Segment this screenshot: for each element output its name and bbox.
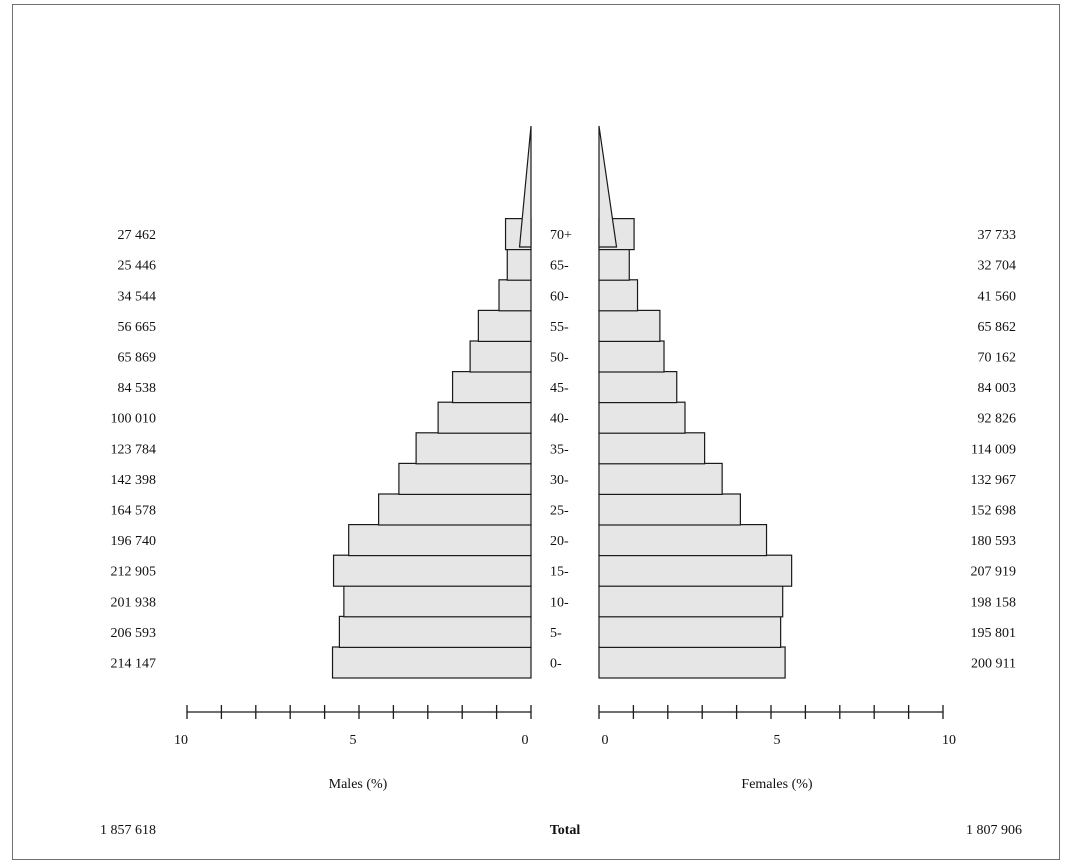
age-label-50-: 50- xyxy=(550,351,569,366)
female-count-5-: 195 801 xyxy=(971,626,1017,641)
male-count-60-: 34 544 xyxy=(118,289,157,304)
male-bar-60- xyxy=(498,279,532,312)
female-count-45-: 84 003 xyxy=(978,381,1017,396)
female-count-70+: 37 733 xyxy=(978,228,1017,243)
female-count-0-: 200 911 xyxy=(971,657,1016,672)
female-bar-5- xyxy=(598,615,782,649)
age-label-30-: 30- xyxy=(550,473,569,488)
male-count-0-: 214 147 xyxy=(111,657,157,672)
age-label-0-: 0- xyxy=(550,657,562,672)
male-count-70+: 27 462 xyxy=(118,228,157,243)
male-bar-5- xyxy=(338,615,532,649)
female-count-35-: 114 009 xyxy=(971,442,1016,457)
female-count-10-: 198 158 xyxy=(971,595,1017,610)
male-bar-10- xyxy=(343,585,532,618)
age-label-60-: 60- xyxy=(550,289,569,304)
female-count-25-: 152 698 xyxy=(971,504,1017,519)
female-bar-65- xyxy=(598,248,630,281)
female-tail-shape xyxy=(598,125,618,248)
female-count-labels: 200 911 195 801 198 158 207 919 180 593 152 6… xyxy=(971,228,1017,671)
chart-frame xyxy=(12,4,1060,860)
male-tick-label: 0 xyxy=(522,733,529,748)
female-count-20-: 180 593 xyxy=(971,534,1017,549)
age-label-5-: 5- xyxy=(550,626,562,641)
female-bar-30- xyxy=(598,462,723,495)
male-bar-0- xyxy=(331,646,532,679)
age-label-25-: 25- xyxy=(550,504,569,519)
male-bar-45- xyxy=(451,371,532,404)
female-count-65-: 32 704 xyxy=(978,259,1017,274)
female-bar-50- xyxy=(598,340,665,373)
female-tick-label: 5 xyxy=(774,733,781,748)
female-bar-60- xyxy=(598,279,639,312)
male-tail-shape xyxy=(518,125,532,248)
male-count-15-: 212 905 xyxy=(111,565,157,580)
male-bar-55- xyxy=(477,309,532,342)
male-axis-label: Males (%) xyxy=(329,777,388,792)
age-label-20-: 20- xyxy=(550,534,569,549)
male-count-50-: 65 869 xyxy=(118,351,157,366)
male-count-25-: 164 578 xyxy=(111,504,157,519)
male-count-40-: 100 010 xyxy=(111,412,157,427)
female-count-15-: 207 919 xyxy=(971,565,1017,580)
male-tail-wedge xyxy=(518,125,532,248)
female-bar-0- xyxy=(598,646,786,679)
female-count-30-: 132 967 xyxy=(971,473,1017,488)
male-count-labels: 214 147 206 593 201 938 212 905 196 740 164 5… xyxy=(111,228,157,671)
male-bars-group xyxy=(331,218,532,679)
female-total-value: 1 807 906 xyxy=(966,823,1022,838)
female-bar-45- xyxy=(598,371,678,404)
female-bar-55- xyxy=(598,309,661,342)
age-label-15-: 15- xyxy=(550,565,569,580)
female-tick-label: 10 xyxy=(942,733,956,748)
male-bar-65- xyxy=(506,248,532,281)
age-label-65-: 65- xyxy=(550,259,569,274)
age-group-labels: 0- 5- 10- 15- 20- 25- 30- 35- 40- 45- 50- 55- 60- 65-… xyxy=(550,228,572,671)
female-count-40-: 92 826 xyxy=(978,412,1017,427)
age-label-40-: 40- xyxy=(550,412,569,427)
male-tick-label: 5 xyxy=(350,733,357,748)
female-axis-label: Females (%) xyxy=(741,777,812,792)
female-bars-group xyxy=(598,218,793,679)
male-count-5-: 206 593 xyxy=(111,626,157,641)
age-label-55-: 55- xyxy=(550,320,569,335)
male-count-10-: 201 938 xyxy=(111,595,157,610)
female-bar-20- xyxy=(598,523,768,557)
male-count-20-: 196 740 xyxy=(111,534,157,549)
total-label: Total xyxy=(550,823,581,838)
age-label-70+: 70+ xyxy=(550,228,572,243)
male-tick-label: 10 xyxy=(174,733,188,748)
female-bar-10- xyxy=(598,585,784,618)
female-bar-25- xyxy=(598,493,741,526)
female-count-55-: 65 862 xyxy=(978,320,1017,335)
age-label-35-: 35- xyxy=(550,442,569,457)
male-bar-40- xyxy=(437,401,532,434)
female-tick-label: 0 xyxy=(602,733,609,748)
female-count-60-: 41 560 xyxy=(978,289,1017,304)
male-count-35-: 123 784 xyxy=(111,442,157,457)
age-label-10-: 10- xyxy=(550,595,569,610)
female-count-50-: 70 162 xyxy=(978,351,1017,366)
x-axes: 10 5 0 0 5 10 xyxy=(174,705,956,748)
male-bar-50- xyxy=(469,340,532,373)
male-total-value: 1 857 618 xyxy=(100,823,156,838)
male-count-55-: 56 665 xyxy=(118,320,157,335)
female-bar-15- xyxy=(598,554,793,587)
male-count-30-: 142 398 xyxy=(111,473,157,488)
male-bar-30- xyxy=(398,462,532,495)
male-count-45-: 84 538 xyxy=(118,381,157,396)
female-bar-35- xyxy=(598,432,706,465)
male-count-65-: 25 446 xyxy=(118,259,157,274)
male-bar-35- xyxy=(415,432,532,465)
female-tail-wedge xyxy=(598,125,618,248)
female-bar-40- xyxy=(598,401,686,434)
male-bar-15- xyxy=(332,554,532,587)
age-label-45-: 45- xyxy=(550,381,569,396)
male-bar-20- xyxy=(348,523,532,557)
male-bar-25- xyxy=(378,493,532,526)
